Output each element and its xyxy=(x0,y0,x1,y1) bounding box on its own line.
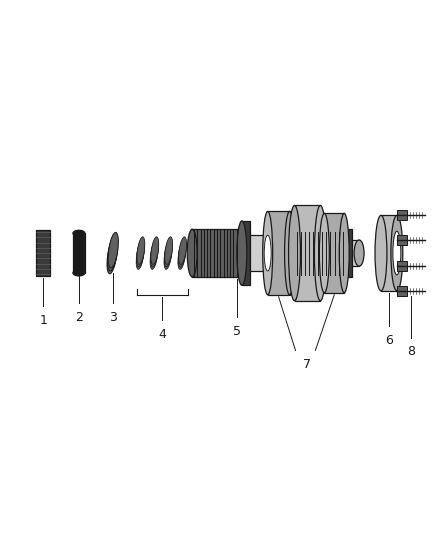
Ellipse shape xyxy=(108,232,118,268)
Ellipse shape xyxy=(164,239,172,267)
FancyBboxPatch shape xyxy=(397,286,407,296)
Ellipse shape xyxy=(319,213,329,293)
FancyBboxPatch shape xyxy=(344,229,352,277)
Ellipse shape xyxy=(137,237,145,264)
Text: 4: 4 xyxy=(159,328,166,341)
FancyBboxPatch shape xyxy=(36,230,50,276)
FancyBboxPatch shape xyxy=(381,215,397,291)
Ellipse shape xyxy=(73,270,85,276)
Ellipse shape xyxy=(393,231,401,275)
Ellipse shape xyxy=(237,221,247,285)
Ellipse shape xyxy=(137,239,145,267)
Ellipse shape xyxy=(391,215,403,291)
Text: 5: 5 xyxy=(233,325,241,337)
Ellipse shape xyxy=(151,239,159,267)
FancyBboxPatch shape xyxy=(349,240,359,266)
Ellipse shape xyxy=(107,238,117,274)
Text: 3: 3 xyxy=(109,311,117,324)
FancyBboxPatch shape xyxy=(397,211,407,220)
Ellipse shape xyxy=(178,242,186,269)
FancyBboxPatch shape xyxy=(294,205,320,301)
FancyBboxPatch shape xyxy=(250,235,294,271)
FancyBboxPatch shape xyxy=(397,235,407,245)
FancyBboxPatch shape xyxy=(268,212,290,295)
Ellipse shape xyxy=(285,212,294,295)
Ellipse shape xyxy=(150,242,158,269)
FancyBboxPatch shape xyxy=(294,232,349,274)
Ellipse shape xyxy=(73,230,85,236)
Text: 1: 1 xyxy=(39,314,47,327)
FancyBboxPatch shape xyxy=(73,233,85,273)
Ellipse shape xyxy=(164,242,172,269)
Ellipse shape xyxy=(165,237,173,264)
FancyBboxPatch shape xyxy=(397,261,407,271)
Ellipse shape xyxy=(179,237,187,264)
FancyBboxPatch shape xyxy=(192,229,242,277)
Text: 7: 7 xyxy=(304,358,311,372)
Ellipse shape xyxy=(264,235,271,271)
Ellipse shape xyxy=(187,229,197,277)
Ellipse shape xyxy=(178,239,186,267)
Ellipse shape xyxy=(375,215,387,291)
Ellipse shape xyxy=(108,236,118,271)
FancyBboxPatch shape xyxy=(324,213,344,293)
Ellipse shape xyxy=(339,213,349,293)
Ellipse shape xyxy=(151,237,159,264)
Text: 8: 8 xyxy=(407,345,415,359)
Ellipse shape xyxy=(354,240,364,266)
Text: 6: 6 xyxy=(385,334,393,346)
Text: 2: 2 xyxy=(75,311,83,324)
Ellipse shape xyxy=(263,212,273,295)
FancyBboxPatch shape xyxy=(242,221,250,285)
Ellipse shape xyxy=(314,205,326,301)
Ellipse shape xyxy=(136,242,144,269)
Ellipse shape xyxy=(289,205,300,301)
